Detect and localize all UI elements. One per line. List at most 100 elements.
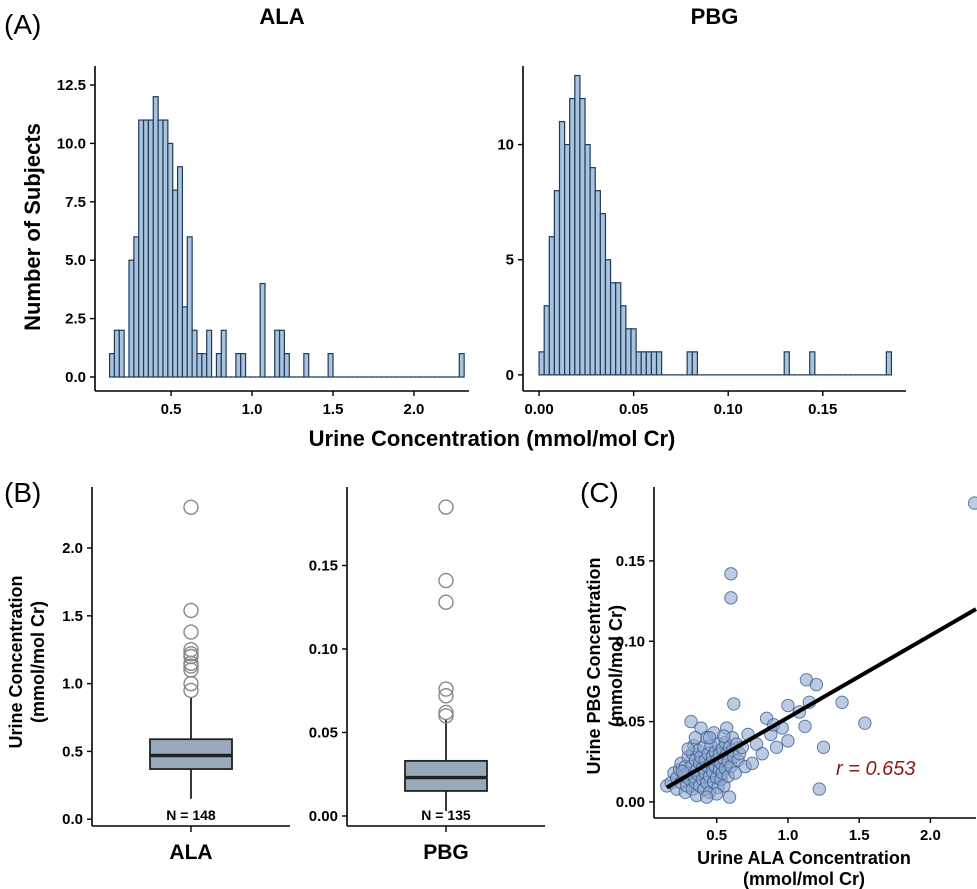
- y-tick-label: 0: [506, 367, 514, 384]
- scatter-point: [781, 698, 795, 713]
- histogram-bar: [691, 351, 698, 376]
- y-tick-label: 2.5: [65, 311, 86, 328]
- panel-label-b: (B): [4, 477, 41, 508]
- outlier-point: [438, 499, 454, 515]
- panel-a-ylabel: Number of Subjects: [20, 123, 45, 331]
- histogram-bar: [543, 305, 550, 376]
- histogram-bar: [259, 282, 266, 378]
- scatter-point: [967, 496, 977, 510]
- scatter-point: [781, 734, 795, 748]
- histogram-bar: [604, 259, 612, 376]
- scatter-point: [717, 729, 731, 743]
- scatter-point: [724, 567, 738, 581]
- y-tick-label: 12.5: [57, 77, 86, 94]
- histogram-bar: [635, 351, 642, 376]
- y-tick-label: 0.15: [309, 557, 338, 574]
- histogram-bar: [108, 353, 116, 378]
- histogram-pbg: PBG 0 5 10 0.00 0.05 0.10 0.15: [497, 4, 906, 418]
- histogram-bar: [599, 213, 607, 376]
- panel-a-xlabel: Urine Concentration (mmol/mol Cr): [309, 426, 676, 451]
- panel-label-a: (A): [4, 9, 41, 40]
- histogram-bar: [558, 120, 566, 376]
- y-tick-label: 10.0: [57, 135, 86, 152]
- histogram-bar: [206, 329, 213, 378]
- histogram-bar: [176, 166, 184, 378]
- y-tick-label: 0.15: [616, 553, 645, 570]
- correlation-annotation: r = 0.653: [836, 758, 916, 780]
- histogram-bar: [274, 329, 281, 378]
- scatter-point: [688, 730, 703, 745]
- outlier-point: [438, 681, 454, 697]
- histogram-bar: [809, 351, 816, 376]
- histogram-bar: [589, 167, 596, 376]
- category-label: PBG: [423, 841, 469, 864]
- y-tick-label: 0.10: [309, 641, 338, 658]
- histogram-bar: [138, 119, 145, 378]
- panel-b-ylabel-line2: (mmol/mol Cr): [28, 601, 48, 723]
- scatter-ala-vs-pbg: 0.00 0.05 0.10 0.15 0.5 1.0 1.5 2.0: [616, 487, 977, 844]
- panel-c-ylabel-line1: Urine PBG Concentration: [584, 557, 604, 774]
- panel-b-ylabel-line1: Urine Concentration: [6, 575, 26, 748]
- outlier-point: [438, 572, 454, 589]
- histogram-bar: [181, 306, 188, 378]
- boxplot-pbg: 0.00 0.05 0.10 0.15 PBG N = 135: [309, 487, 545, 864]
- scatter-point: [816, 740, 831, 755]
- histogram-bar: [152, 96, 159, 378]
- histogram-bar: [142, 119, 150, 378]
- histogram-bar: [235, 353, 242, 378]
- histogram-bar: [172, 189, 179, 378]
- histogram-bar: [240, 353, 247, 378]
- histogram-bar: [548, 236, 555, 376]
- histogram-bar: [196, 353, 203, 378]
- histogram-bar: [283, 353, 290, 378]
- panel-c-ylabel-line2: (mmol/mol Cr): [606, 605, 626, 727]
- x-tick-label: 2.0: [404, 401, 425, 418]
- histogram-bar: [458, 353, 465, 378]
- scatter-point: [728, 766, 742, 780]
- y-tick-label: 5.0: [65, 252, 86, 269]
- scatter-point: [812, 782, 826, 796]
- y-tick-label: 2.0: [62, 540, 83, 557]
- y-tick-label: 0.00: [616, 794, 645, 811]
- scatter-point: [769, 740, 784, 755]
- histogram-bar: [303, 353, 310, 378]
- histogram-bar: [630, 328, 637, 376]
- x-tick-label: 0.10: [714, 401, 743, 418]
- outlier-point: [438, 704, 454, 721]
- n-label: N = 148: [166, 807, 216, 823]
- histogram-bar: [553, 190, 561, 376]
- y-tick-label: 0.00: [309, 808, 338, 825]
- y-tick-label: 5: [506, 252, 514, 269]
- outlier-point: [438, 688, 454, 704]
- x-tick-label: 2.0: [920, 827, 941, 844]
- panel-c-xlabel-line1: Urine ALA Concentration: [697, 848, 911, 868]
- scatter-point: [745, 756, 760, 771]
- scatter-point: [798, 719, 812, 734]
- boxplot-ala: 0.0 0.5 1.0 1.5 2.0 ALA N = 148: [62, 487, 290, 864]
- category-label: ALA: [169, 841, 212, 864]
- outlier-point: [438, 708, 454, 724]
- histogram-bar: [147, 119, 154, 378]
- histogram-bar: [579, 97, 586, 376]
- histogram-bar: [609, 282, 617, 376]
- histogram-bar: [574, 74, 581, 376]
- y-tick-label: 0.05: [309, 724, 338, 741]
- scatter-point: [727, 697, 741, 711]
- scatter-point: [724, 591, 738, 605]
- x-tick-label: 0.05: [619, 401, 648, 418]
- x-tick-label: 0.00: [524, 401, 553, 418]
- y-tick-label: 0.0: [65, 369, 86, 386]
- y-tick-label: 10: [497, 137, 514, 154]
- histogram-bar: [885, 351, 893, 376]
- hist-title: PBG: [691, 4, 739, 29]
- histogram-bar: [162, 119, 169, 378]
- panel-label-c: (C): [580, 477, 619, 508]
- histogram-bar: [118, 329, 125, 378]
- outlier-point: [183, 602, 199, 619]
- histogram-bar: [615, 282, 622, 376]
- scatter-point: [684, 714, 698, 729]
- panel-c-xlabel-line2: (mmol/mol Cr): [743, 869, 865, 889]
- n-label: N = 135: [421, 807, 471, 823]
- outlier-point: [183, 642, 199, 658]
